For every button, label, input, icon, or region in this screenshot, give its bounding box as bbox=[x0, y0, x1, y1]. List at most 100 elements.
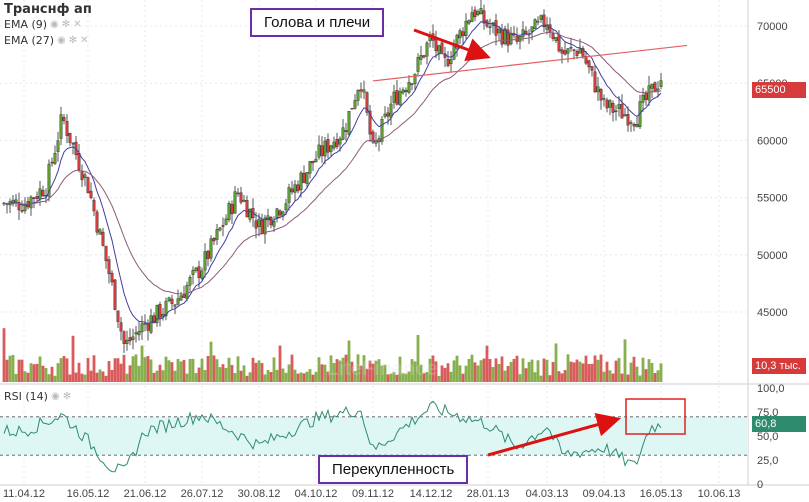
candle-body bbox=[641, 94, 645, 103]
volume-bar bbox=[272, 357, 276, 382]
time-tick-label: 26.07.12 bbox=[181, 488, 224, 500]
volume-bar bbox=[563, 370, 567, 382]
candle-body bbox=[410, 83, 414, 86]
volume-bar bbox=[359, 365, 363, 382]
candle-body bbox=[551, 33, 555, 39]
candle-body bbox=[437, 45, 441, 54]
time-tick-label: 16.05.13 bbox=[640, 488, 683, 500]
legend-row-ema27[interactable]: EMA (27) ◉ ✻ ✕ bbox=[4, 33, 92, 49]
candle-body bbox=[83, 174, 87, 178]
volume-bar bbox=[455, 355, 459, 382]
candle-body bbox=[239, 192, 243, 203]
volume-bar bbox=[419, 364, 423, 382]
eye-icon[interactable]: ◉ bbox=[50, 391, 60, 402]
candle-body bbox=[290, 188, 294, 193]
rsi-legend[interactable]: RSI (14) ◉ ✻ bbox=[4, 390, 71, 403]
candle-body bbox=[230, 203, 234, 215]
candle-body bbox=[221, 225, 225, 227]
volume-bar bbox=[656, 370, 660, 382]
volume-bar bbox=[386, 374, 390, 382]
candle-body bbox=[299, 172, 303, 191]
time-tick-label: 09.11.12 bbox=[352, 488, 394, 500]
volume-bar bbox=[281, 368, 285, 382]
volume-bar bbox=[224, 367, 228, 382]
candle-body bbox=[566, 48, 570, 54]
volume-bar bbox=[416, 335, 420, 382]
volume-bar bbox=[44, 367, 48, 382]
volume-bar bbox=[197, 367, 201, 382]
candle-body bbox=[161, 313, 165, 317]
candle-body bbox=[383, 113, 387, 117]
volume-bar bbox=[149, 359, 153, 382]
volume-bar bbox=[119, 363, 123, 382]
eye-icon[interactable]: ◉ bbox=[57, 35, 66, 46]
volume-bar bbox=[107, 361, 111, 382]
volume-bar bbox=[413, 361, 417, 382]
candle-body bbox=[317, 144, 321, 158]
volume-bar bbox=[98, 369, 102, 382]
candle-body bbox=[128, 337, 132, 342]
volume-bar bbox=[239, 370, 243, 382]
ema9-label: EMA (9) bbox=[4, 18, 48, 31]
volume-bar bbox=[134, 354, 138, 382]
volume-bar bbox=[545, 359, 549, 382]
candle-body bbox=[95, 211, 99, 233]
volume-value: 10,3 тыс. bbox=[755, 360, 801, 372]
ema27-line bbox=[3, 32, 662, 295]
candle-body bbox=[323, 140, 327, 157]
legend-row-ema9[interactable]: EMA (9) ◉ ✻ ✕ bbox=[4, 17, 92, 33]
volume-bar bbox=[266, 370, 270, 382]
volume-bar bbox=[275, 369, 279, 382]
candle-body bbox=[404, 89, 408, 92]
volume-bar bbox=[428, 358, 432, 382]
volume-bar bbox=[602, 371, 606, 382]
volume-bar bbox=[344, 354, 348, 382]
candle-body bbox=[245, 199, 249, 218]
volume-bar bbox=[506, 365, 510, 382]
candles bbox=[2, 0, 663, 353]
close-icon[interactable]: ✕ bbox=[80, 35, 89, 46]
volume-bar bbox=[299, 372, 303, 382]
candle-body bbox=[308, 161, 312, 174]
eye-icon[interactable]: ◉ bbox=[50, 19, 59, 30]
close-icon[interactable]: ✕ bbox=[73, 19, 82, 30]
candle-body bbox=[515, 35, 519, 42]
candle-body bbox=[137, 331, 141, 336]
time-tick-label: 16.05.12 bbox=[67, 488, 110, 500]
candle-body bbox=[35, 196, 39, 199]
volume-bar bbox=[524, 368, 528, 382]
volume-bar bbox=[155, 370, 159, 382]
candle-body bbox=[194, 267, 198, 271]
gear-icon[interactable]: ✻ bbox=[62, 391, 72, 402]
volume-bar bbox=[380, 365, 384, 382]
volume-bar bbox=[443, 367, 447, 382]
candle-body bbox=[650, 83, 654, 89]
volume-bar bbox=[227, 357, 231, 382]
volume-bars bbox=[2, 328, 663, 382]
volume-bar bbox=[176, 358, 180, 382]
candle-body bbox=[632, 123, 636, 127]
volume-bar bbox=[635, 366, 639, 382]
volume-bar bbox=[557, 371, 561, 382]
candle-body bbox=[398, 91, 402, 105]
gear-icon[interactable]: ✻ bbox=[61, 19, 71, 30]
candle-body bbox=[50, 161, 54, 164]
volume-bar bbox=[68, 374, 72, 382]
candle-body bbox=[368, 110, 372, 135]
candle-body bbox=[539, 15, 543, 20]
gear-icon[interactable]: ✻ bbox=[68, 35, 78, 46]
volume-bar bbox=[56, 363, 60, 382]
volume-bar bbox=[578, 361, 582, 382]
volume-bar bbox=[644, 369, 648, 382]
candle-body bbox=[488, 26, 492, 29]
candle-body bbox=[596, 86, 600, 93]
volume-bar bbox=[584, 355, 588, 382]
candle-body bbox=[185, 285, 189, 300]
volume-bar bbox=[74, 372, 78, 382]
candle-body bbox=[503, 28, 507, 44]
volume-bar bbox=[503, 370, 507, 382]
annotations bbox=[372, 28, 688, 457]
volume-bar bbox=[170, 362, 174, 382]
volume-bar bbox=[62, 356, 66, 382]
